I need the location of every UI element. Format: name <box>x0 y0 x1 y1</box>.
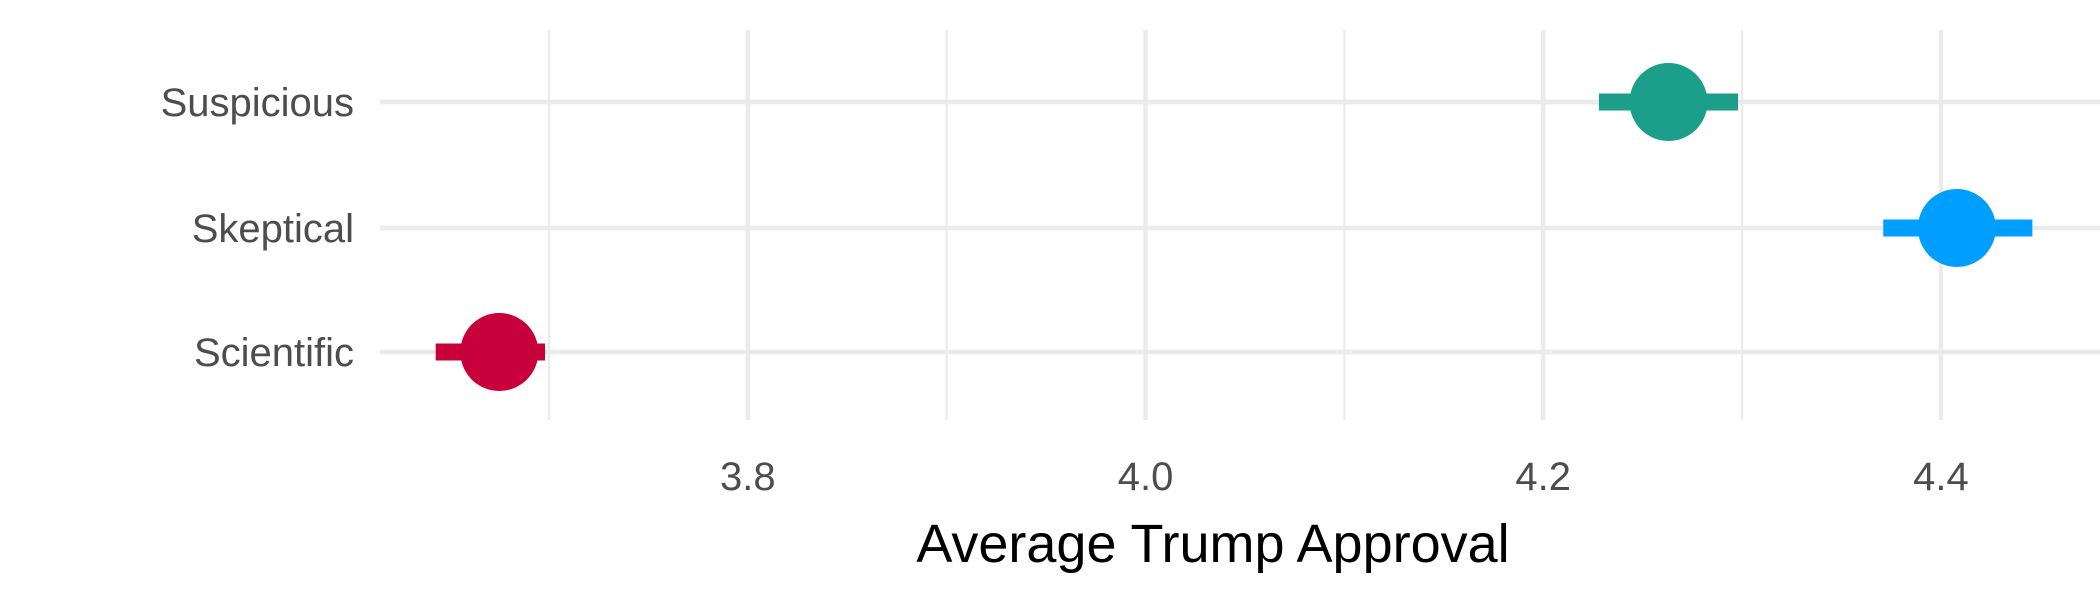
point-suspicious <box>1629 63 1708 141</box>
y-tick-label-suspicious: Suspicious <box>161 81 354 125</box>
x-axis-title: Average Trump Approval <box>916 514 1509 574</box>
data-layer <box>435 63 2033 391</box>
x-axis-tick-labels: 3.8 4.0 4.2 4.4 <box>720 455 1969 499</box>
point-scientific <box>460 313 539 391</box>
x-tick-label: 4.0 <box>1118 455 1174 499</box>
x-tick-label: 4.2 <box>1515 455 1571 499</box>
y-axis-tick-labels: Scientific Skeptical Suspicious <box>161 81 354 375</box>
grid-layer <box>380 30 2100 420</box>
x-tick-label: 4.4 <box>1913 455 1969 499</box>
x-tick-label: 3.8 <box>720 455 776 499</box>
y-tick-label-skeptical: Skeptical <box>192 207 354 251</box>
point-skeptical <box>1917 189 1996 267</box>
y-tick-label-scientific: Scientific <box>194 331 354 375</box>
